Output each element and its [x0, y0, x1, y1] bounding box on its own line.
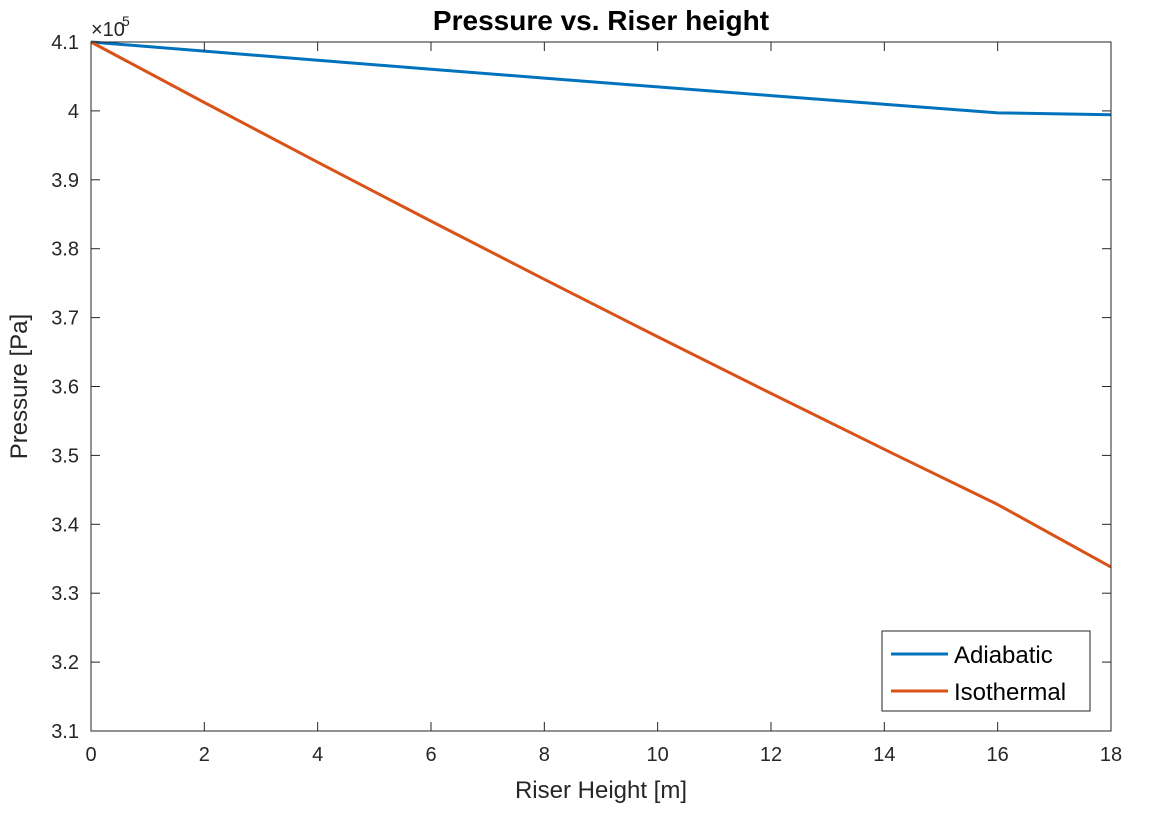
x-tick-label: 12 [760, 744, 782, 766]
axes-box [90, 41, 1112, 732]
y-exponent-text: 5 [122, 13, 130, 29]
y-tick-label: 3.6 [51, 377, 79, 399]
y-tick-label: 3.4 [51, 514, 79, 536]
series-layer [90, 40, 1112, 569]
y-tick-label: 3.1 [51, 721, 79, 743]
y-tick-label: 4 [68, 101, 79, 123]
series-line-adiabatic [90, 40, 1112, 117]
x-axis-label: Riser Height [m] [515, 777, 687, 804]
y-axis-label: Pressure [Pa] [6, 314, 33, 459]
x-tick-label: 8 [539, 744, 550, 766]
y-tick-label: 3.3 [51, 583, 79, 605]
legend-label-adiabatic: Adiabatic [954, 642, 1053, 669]
chart-title: Pressure vs. Riser height [433, 5, 769, 36]
x-tick-label: 2 [199, 744, 210, 766]
y-exponent-label: ×10 5 [91, 13, 130, 41]
legend-box [881, 630, 1091, 712]
series-line-isothermal [90, 40, 1112, 569]
x-tick-label: 4 [312, 744, 323, 766]
legend: Adiabatic Isothermal [881, 630, 1091, 712]
x-tick-label: 0 [85, 744, 96, 766]
y-tick-label: 3.8 [51, 239, 79, 261]
x-tick-label: 16 [987, 744, 1009, 766]
y-multiplier-text: ×10 [91, 19, 125, 41]
y-tick-label: 3.9 [51, 170, 79, 192]
legend-label-isothermal: Isothermal [954, 679, 1066, 706]
y-tick-label: 4.1 [51, 32, 79, 54]
x-tick-label: 14 [873, 744, 895, 766]
y-tick-label: 3.2 [51, 652, 79, 674]
y-tick-label: 3.7 [51, 308, 79, 330]
x-tick-label: 6 [425, 744, 436, 766]
x-tick-label: 18 [1100, 744, 1122, 766]
ticks-layer: 0 2 4 6 8 10 12 14 16 18 3.1 3.2 3.3 3.4 3.5 3.6 3.7 3.8 3… [51, 32, 1122, 766]
y-tick-label: 3.5 [51, 445, 79, 467]
x-tick-label: 10 [647, 744, 669, 766]
